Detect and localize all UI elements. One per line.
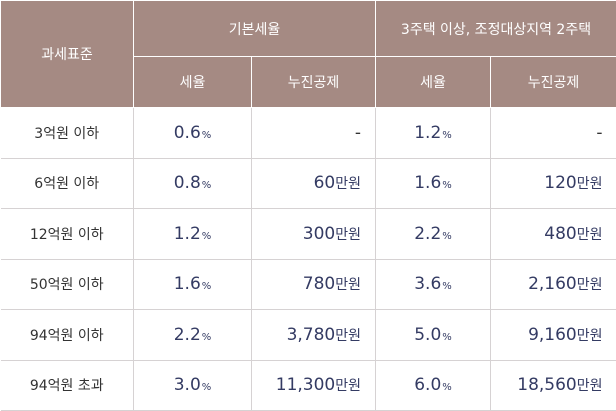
multi-rate-cell: 2.2% [375,208,491,260]
basic-deduction-cell: - [251,107,376,159]
header-tax-base: 과세표준 [0,0,134,108]
deduction-unit: 만원 [335,226,361,243]
multi-rate-cell: 3.6% [375,259,491,310]
table-row: 12억원 이하 1.2% 300만원 2.2% 480만원 [0,208,616,260]
percent-sign: % [201,382,212,394]
percent-sign: % [201,230,212,242]
basic-rate-cell: 1.6% [133,259,252,310]
deduction-value: 18,560 [517,375,577,396]
rate-value: 2.2 [173,324,201,345]
rate-value: 0.8 [173,173,201,194]
deduction-value: 11,300 [275,375,336,396]
multi-deduction-cell: 480만원 [490,208,616,260]
deduction-value: 9,160 [528,324,577,345]
basic-rate-cell: 0.6% [133,107,252,159]
multi-rate-cell: 5.0% [375,309,491,361]
percent-sign: % [442,382,452,394]
deduction-value: 2,160 [528,274,577,295]
header-multi-home-group: 3주택 이상, 조정대상지역 2주택 [375,0,616,57]
percent-sign: % [442,281,452,293]
header-basic-rate-group: 기본세율 [133,0,376,57]
multi-deduction-cell: 120만원 [490,158,616,209]
deduction-value: 120 [544,173,577,194]
table-row: 3억원 이하 0.6% - 1.2% - [0,107,616,159]
rate-value: 5.0 [414,324,442,345]
percent-sign: % [442,180,452,192]
header-basic-rate: 세율 [133,56,252,108]
header-basic-deduction: 누진공제 [251,56,376,108]
percent-sign: % [442,331,452,343]
basic-deduction-cell: 300만원 [251,208,376,260]
deduction-dash: - [596,122,603,143]
basic-rate-cell: 2.2% [133,309,252,361]
percent-sign: % [201,331,212,343]
basic-deduction-cell: 780만원 [251,259,376,310]
deduction-dash: - [354,122,361,143]
table-row: 50억원 이하 1.6% 780만원 3.6% 2,160만원 [0,259,616,310]
percent-sign: % [201,281,212,293]
deduction-value: 300 [302,223,336,244]
deduction-unit: 만원 [335,176,361,193]
tax-base-cell: 94억원 초과 [0,360,134,411]
table-row: 94억원 이하 2.2% 3,780만원 5.0% 9,160만원 [0,309,616,361]
tax-base-cell: 12억원 이하 [0,208,134,260]
basic-deduction-cell: 3,780만원 [251,309,376,361]
deduction-value: 780 [302,274,336,295]
tax-base-cell: 94억원 이하 [0,309,134,361]
basic-deduction-cell: 60만원 [251,158,376,209]
deduction-value: 480 [544,223,577,244]
deduction-unit: 만원 [576,327,603,344]
table-row: 94억원 초과 3.0% 11,300만원 6.0% 18,560만원 [0,360,616,411]
header-multi-deduction: 누진공제 [490,56,616,108]
deduction-unit: 만원 [335,277,361,294]
deduction-unit: 만원 [576,176,603,193]
multi-deduction-cell: 9,160만원 [490,309,616,361]
percent-sign: % [201,180,212,192]
basic-rate-cell: 1.2% [133,208,252,260]
deduction-unit: 만원 [335,327,361,344]
deduction-unit: 만원 [335,378,361,395]
deduction-unit: 만원 [576,277,603,294]
deduction-value: 3,780 [286,324,336,345]
rate-value: 0.6 [173,122,201,143]
multi-deduction-cell: 2,160만원 [490,259,616,310]
multi-rate-cell: 1.6% [375,158,491,209]
rate-value: 1.2 [173,223,201,244]
multi-rate-cell: 6.0% [375,360,491,411]
table-row: 6억원 이하 0.8% 60만원 1.6% 120만원 [0,158,616,209]
deduction-unit: 만원 [576,226,603,243]
rate-value: 3.6 [414,274,442,295]
percent-sign: % [442,230,452,242]
percent-sign: % [442,129,452,141]
multi-rate-cell: 1.2% [375,107,491,159]
basic-rate-cell: 0.8% [133,158,252,209]
rate-value: 1.6 [414,173,442,194]
deduction-value: 60 [313,173,336,194]
basic-deduction-cell: 11,300만원 [251,360,376,411]
deduction-unit: 만원 [576,378,603,395]
rate-value: 1.6 [173,274,201,295]
tax-base-cell: 50억원 이하 [0,259,134,310]
tax-base-cell: 3억원 이하 [0,107,134,159]
tax-base-cell: 6억원 이하 [0,158,134,209]
rate-value: 3.0 [173,375,201,396]
rate-value: 1.2 [414,122,442,143]
rate-value: 6.0 [414,375,442,396]
multi-deduction-cell: - [490,107,616,159]
percent-sign: % [201,129,212,141]
rate-value: 2.2 [414,223,442,244]
multi-deduction-cell: 18,560만원 [490,360,616,411]
header-multi-rate: 세율 [375,56,491,108]
basic-rate-cell: 3.0% [133,360,252,411]
